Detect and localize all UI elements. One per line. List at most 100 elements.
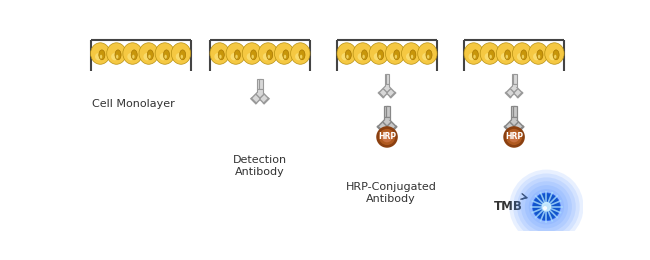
Ellipse shape	[250, 50, 257, 60]
Ellipse shape	[242, 43, 261, 64]
Ellipse shape	[378, 55, 381, 59]
FancyBboxPatch shape	[384, 117, 390, 120]
Ellipse shape	[418, 43, 437, 64]
Ellipse shape	[394, 50, 400, 60]
Ellipse shape	[464, 43, 484, 64]
Ellipse shape	[353, 43, 372, 64]
Ellipse shape	[300, 55, 302, 59]
Ellipse shape	[218, 50, 224, 60]
Ellipse shape	[554, 55, 556, 59]
Ellipse shape	[268, 55, 270, 59]
Ellipse shape	[374, 53, 381, 60]
Ellipse shape	[95, 53, 102, 60]
Ellipse shape	[266, 50, 273, 60]
Ellipse shape	[390, 53, 397, 60]
Circle shape	[541, 202, 551, 212]
Circle shape	[506, 129, 522, 145]
Ellipse shape	[521, 50, 527, 60]
FancyBboxPatch shape	[512, 74, 515, 84]
Circle shape	[513, 173, 580, 240]
Circle shape	[503, 126, 525, 148]
Ellipse shape	[115, 50, 121, 60]
Ellipse shape	[90, 43, 110, 64]
Ellipse shape	[258, 43, 278, 64]
Ellipse shape	[111, 53, 118, 60]
FancyBboxPatch shape	[257, 79, 261, 89]
Ellipse shape	[512, 43, 532, 64]
Ellipse shape	[533, 53, 540, 60]
Text: Detection
Antibody: Detection Antibody	[233, 155, 287, 177]
Ellipse shape	[361, 50, 367, 60]
Text: HRP: HRP	[378, 132, 396, 141]
Ellipse shape	[181, 55, 183, 59]
Text: HRP-Conjugated
Antibody: HRP-Conjugated Antibody	[345, 182, 436, 204]
Circle shape	[517, 177, 576, 236]
Ellipse shape	[295, 53, 302, 60]
Ellipse shape	[427, 55, 430, 59]
FancyBboxPatch shape	[259, 79, 263, 89]
Ellipse shape	[504, 50, 511, 60]
Circle shape	[509, 132, 519, 142]
Circle shape	[379, 129, 395, 145]
FancyBboxPatch shape	[514, 106, 517, 117]
Ellipse shape	[545, 43, 564, 64]
Ellipse shape	[164, 55, 167, 59]
Ellipse shape	[369, 43, 389, 64]
Ellipse shape	[488, 50, 495, 60]
Ellipse shape	[107, 43, 126, 64]
FancyBboxPatch shape	[385, 84, 389, 87]
Ellipse shape	[176, 53, 183, 60]
Ellipse shape	[473, 50, 478, 60]
Ellipse shape	[252, 55, 254, 59]
Ellipse shape	[346, 55, 348, 59]
FancyBboxPatch shape	[386, 106, 390, 117]
Ellipse shape	[553, 50, 559, 60]
Ellipse shape	[116, 55, 118, 59]
Circle shape	[532, 193, 560, 221]
Ellipse shape	[299, 50, 305, 60]
FancyBboxPatch shape	[514, 74, 517, 84]
Ellipse shape	[517, 53, 524, 60]
Ellipse shape	[337, 43, 356, 64]
Ellipse shape	[172, 43, 190, 64]
FancyBboxPatch shape	[385, 74, 387, 84]
Circle shape	[521, 181, 572, 232]
Ellipse shape	[363, 55, 365, 59]
Ellipse shape	[411, 55, 413, 59]
Ellipse shape	[500, 53, 508, 60]
Ellipse shape	[132, 55, 135, 59]
Circle shape	[543, 206, 547, 210]
Ellipse shape	[489, 55, 492, 59]
Ellipse shape	[139, 43, 159, 64]
Ellipse shape	[274, 43, 294, 64]
Ellipse shape	[506, 55, 508, 59]
Ellipse shape	[279, 53, 286, 60]
Ellipse shape	[148, 50, 153, 60]
Ellipse shape	[148, 55, 151, 59]
Ellipse shape	[155, 43, 175, 64]
Ellipse shape	[345, 50, 352, 60]
Text: Cell Monolayer: Cell Monolayer	[92, 99, 174, 109]
Ellipse shape	[473, 55, 476, 59]
Ellipse shape	[214, 53, 222, 60]
Text: HRP: HRP	[505, 132, 523, 141]
Ellipse shape	[99, 50, 105, 60]
Ellipse shape	[485, 53, 492, 60]
Ellipse shape	[231, 53, 238, 60]
Ellipse shape	[410, 50, 416, 60]
Ellipse shape	[291, 43, 310, 64]
FancyBboxPatch shape	[384, 106, 387, 117]
Ellipse shape	[210, 43, 229, 64]
Ellipse shape	[480, 43, 500, 64]
Ellipse shape	[528, 43, 548, 64]
Ellipse shape	[246, 53, 254, 60]
Ellipse shape	[395, 55, 397, 59]
Ellipse shape	[226, 43, 246, 64]
Ellipse shape	[219, 55, 222, 59]
Circle shape	[382, 132, 393, 142]
Ellipse shape	[406, 53, 413, 60]
Ellipse shape	[341, 53, 348, 60]
Ellipse shape	[497, 43, 515, 64]
Ellipse shape	[127, 53, 135, 60]
Text: TMB: TMB	[493, 200, 523, 213]
